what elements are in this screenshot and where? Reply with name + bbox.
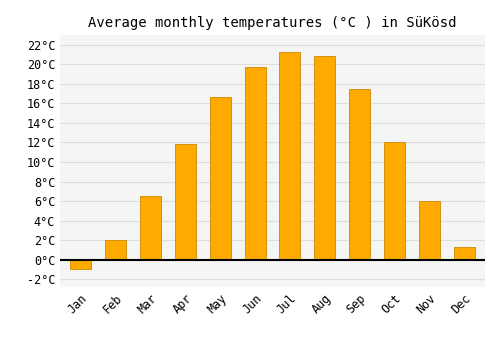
Bar [210, 97, 231, 260]
Bar [454, 247, 474, 260]
Bar [314, 56, 335, 260]
Bar [419, 201, 440, 260]
Bar [244, 67, 266, 260]
Bar [106, 240, 126, 260]
Bar [70, 260, 92, 270]
Bar [384, 142, 405, 260]
Bar [280, 51, 300, 260]
Bar [140, 196, 161, 260]
Bar [175, 145, 196, 260]
Bar [349, 89, 370, 260]
Title: Average monthly temperatures (°C ) in SüKösd: Average monthly temperatures (°C ) in Sü… [88, 16, 457, 30]
